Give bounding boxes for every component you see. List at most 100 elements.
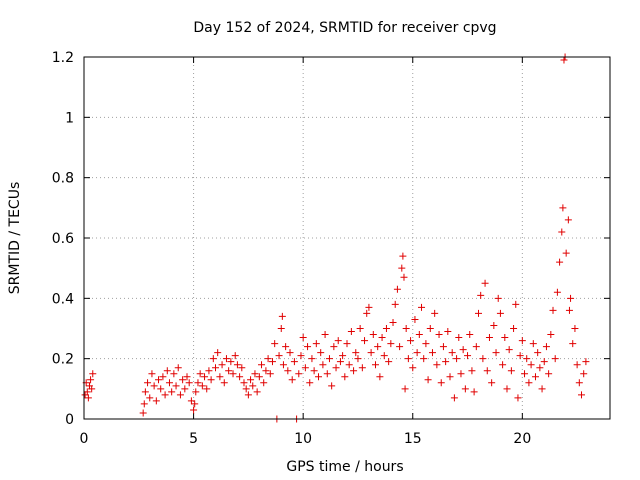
data-point <box>499 361 507 369</box>
data-point <box>176 391 184 399</box>
data-point <box>485 334 493 342</box>
data-point <box>415 331 423 339</box>
data-point <box>218 361 226 369</box>
data-point <box>545 370 553 378</box>
data-point <box>494 294 502 302</box>
data-point <box>139 409 147 417</box>
data-point <box>401 385 409 393</box>
data-point <box>295 370 303 378</box>
data-point <box>262 367 270 375</box>
data-point <box>297 352 305 360</box>
data-point <box>312 340 320 348</box>
data-point <box>260 379 268 387</box>
data-point <box>455 334 463 342</box>
data-point <box>521 370 529 378</box>
data-point <box>242 385 250 393</box>
data-point <box>437 379 445 387</box>
data-point <box>578 391 586 399</box>
data-point <box>196 370 204 378</box>
data-point <box>382 325 390 332</box>
y-tick-label: 0.2 <box>52 352 74 368</box>
data-point <box>174 364 182 372</box>
data-point <box>290 358 298 366</box>
data-point <box>233 361 241 369</box>
data-point <box>268 358 276 366</box>
data-point <box>249 382 257 390</box>
data-point <box>181 385 189 393</box>
data-point <box>411 315 419 323</box>
data-point <box>231 352 239 360</box>
data-point <box>343 340 351 348</box>
data-point <box>148 370 156 378</box>
data-point <box>301 364 309 372</box>
data-point <box>286 349 294 357</box>
data-point <box>529 340 537 348</box>
data-point <box>155 376 163 384</box>
data-point <box>479 355 487 363</box>
data-point <box>172 382 180 390</box>
data-point <box>507 367 515 375</box>
data-point <box>278 312 286 320</box>
data-point <box>271 340 279 348</box>
data-point <box>501 334 509 342</box>
x-tick-label: 15 <box>404 431 422 447</box>
data-point <box>435 331 443 339</box>
data-point <box>170 370 178 378</box>
data-point <box>475 309 482 317</box>
data-point <box>453 355 461 363</box>
data-point <box>279 361 287 369</box>
data-point <box>439 343 447 351</box>
data-point <box>244 391 252 399</box>
data-point <box>141 388 149 396</box>
data-point <box>214 349 222 357</box>
data-point <box>212 364 219 372</box>
data-point <box>549 306 557 314</box>
data-point <box>89 370 97 378</box>
y-tick-label: 0.6 <box>52 231 74 247</box>
data-point <box>323 370 331 378</box>
data-point <box>334 337 342 345</box>
data-point <box>457 370 465 378</box>
axis-ticks: 0 0.2 0.4 0.6 0.8 1 1.2 0 5 10 15 20 <box>52 50 610 447</box>
data-point <box>461 385 469 393</box>
data-point <box>518 337 526 345</box>
data-point <box>198 382 206 390</box>
data-point <box>339 352 347 360</box>
data-point <box>531 373 539 381</box>
plot-frame <box>83 56 611 420</box>
data-point <box>470 388 478 396</box>
data-point <box>400 273 408 281</box>
y-tick-label: 0.8 <box>52 171 74 187</box>
data-point <box>413 349 421 357</box>
data-point <box>152 397 160 405</box>
data-point <box>350 367 358 375</box>
data-point <box>205 367 213 375</box>
data-point <box>310 367 318 375</box>
data-point <box>444 328 452 336</box>
data-point <box>87 376 95 384</box>
data-point <box>365 303 373 311</box>
data-point <box>229 370 237 378</box>
data-point <box>523 355 531 363</box>
data-point <box>191 400 199 408</box>
data-point <box>336 358 344 366</box>
data-point <box>477 291 485 299</box>
data-point <box>510 325 518 332</box>
x-tick-label: 20 <box>513 431 531 447</box>
data-point <box>575 379 583 387</box>
data-point <box>516 352 524 360</box>
data-point <box>505 346 513 354</box>
data-point <box>183 373 191 381</box>
data-point <box>431 309 439 317</box>
data-point <box>216 373 224 381</box>
data-point <box>347 328 355 336</box>
data-point <box>503 385 511 393</box>
data-point <box>159 373 167 381</box>
data-point <box>571 325 579 332</box>
data-point <box>512 300 520 308</box>
data-point <box>448 349 456 357</box>
x-axis-label: GPS time / hours <box>286 459 403 475</box>
data-point <box>536 364 544 372</box>
data-point <box>464 352 472 360</box>
